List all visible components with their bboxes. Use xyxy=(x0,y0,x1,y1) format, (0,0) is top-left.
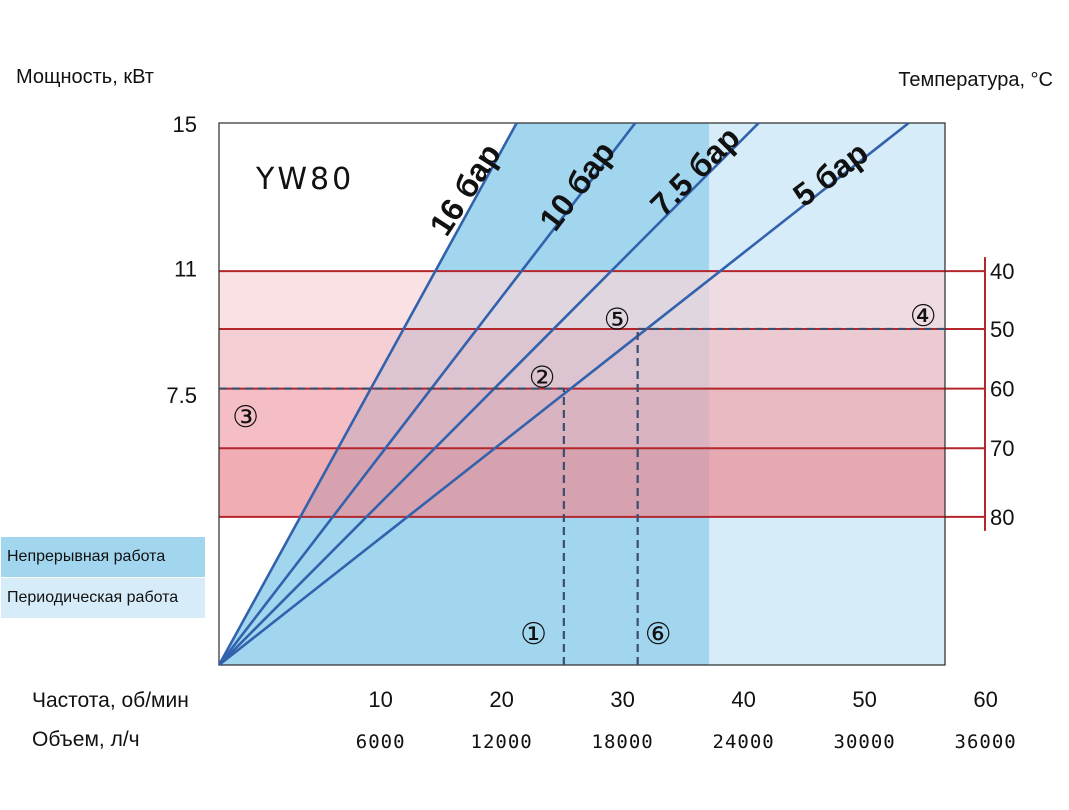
volume-tick-label: 36000 xyxy=(955,731,1017,753)
x-tick-label: 60 xyxy=(973,687,997,712)
y-tick-label: 15 xyxy=(173,112,197,137)
volume-tick-label: 30000 xyxy=(834,731,896,753)
point-marker: ③ xyxy=(232,401,259,434)
pressure-line xyxy=(218,122,760,666)
pressure-line xyxy=(217,122,518,666)
temperature-band xyxy=(219,448,945,517)
point-marker: ② xyxy=(529,361,556,394)
plot-border xyxy=(218,122,946,666)
x-tick-label: 50 xyxy=(852,687,876,712)
y-tick-label: 11 xyxy=(174,257,197,282)
temperature-band xyxy=(219,388,945,449)
y-axis-label: Мощность, кВт xyxy=(16,66,154,88)
temperature-tick-label: 70 xyxy=(990,436,1014,461)
x-tick-label: 20 xyxy=(489,687,513,712)
pressure-line xyxy=(218,121,910,667)
volume-tick-label: 6000 xyxy=(356,731,406,753)
volume-tick-label: 18000 xyxy=(592,731,654,753)
point-marker: ⑥ xyxy=(645,618,672,651)
point-marker: ④ xyxy=(910,300,937,333)
chart-title: YW80 xyxy=(255,162,354,197)
temperature-tick-label: 60 xyxy=(990,377,1014,402)
temperature-bands: 40 50 60 70 80 xyxy=(219,257,1014,531)
x-tick-label: 40 xyxy=(731,687,755,712)
volume-tick-label: 24000 xyxy=(713,731,775,753)
legend-periodic: Периодическая работа xyxy=(1,578,205,618)
axes: 15 11 7.5 10 6000 20 12000 30 18000 40 24000 50 3000… xyxy=(166,112,1017,753)
x2-axis-label: Объем, л/ч xyxy=(32,728,140,751)
temperature-tick-label: 50 xyxy=(990,317,1014,342)
y2-axis-label: Температура, °C xyxy=(898,69,1053,91)
point-marker: ① xyxy=(520,618,547,651)
temperature-tick-label: 80 xyxy=(990,505,1014,530)
point-markers: ① ② ③ ④ ⑤ ⑥ xyxy=(232,300,937,651)
temperature-tick-label: 40 xyxy=(990,259,1014,284)
legend-continuous: Непрерывная работа xyxy=(1,537,205,577)
plot-frame xyxy=(218,122,946,666)
guide-lines xyxy=(219,327,945,665)
x-axis-label: Частота, об/мин xyxy=(32,689,189,712)
x-tick-label: 10 xyxy=(368,687,392,712)
x-tick-label: 30 xyxy=(610,687,634,712)
pressure-line xyxy=(217,122,637,666)
point-marker: ⑤ xyxy=(604,304,631,337)
y-tick-label: 7.5 xyxy=(166,383,197,408)
volume-tick-label: 12000 xyxy=(471,731,533,753)
